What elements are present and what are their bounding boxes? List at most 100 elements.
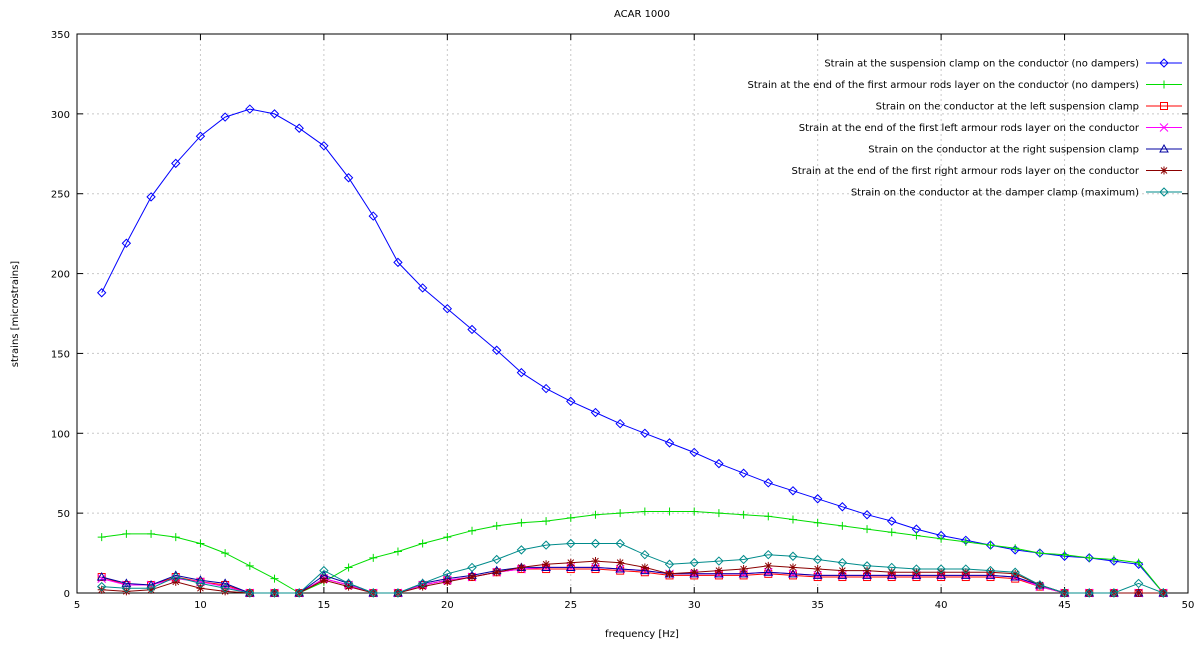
data-point [591, 557, 600, 566]
x-tick-label: 30 [688, 600, 701, 611]
data-point [565, 562, 576, 571]
data-point [616, 509, 625, 518]
data-point [443, 577, 452, 586]
data-point [1158, 588, 1169, 598]
data-point [714, 556, 724, 566]
data-point [171, 572, 181, 582]
data-point [887, 516, 897, 526]
data-point [690, 507, 699, 516]
y-tick-label: 50 [57, 509, 70, 520]
data-point [1160, 80, 1168, 89]
data-point [837, 557, 848, 568]
data-point [590, 562, 601, 571]
x-tick-label: 45 [1058, 600, 1071, 611]
data-point [1011, 569, 1020, 578]
series-line [101, 511, 1164, 594]
data-point [911, 564, 922, 574]
data-point [245, 588, 255, 598]
data-point [615, 418, 625, 429]
data-point [812, 494, 823, 504]
data-point [738, 554, 749, 565]
data-point [1159, 187, 1169, 197]
data-point [566, 558, 575, 567]
data-point [196, 539, 205, 548]
y-tick-label: 200 [51, 270, 70, 281]
data-point [1011, 544, 1020, 553]
data-point [714, 458, 724, 469]
series-7 [96, 538, 1169, 598]
legend-label: Strain on the conductor at the right sus… [868, 145, 1139, 156]
data-point [195, 578, 206, 589]
grid [77, 34, 1188, 593]
x-tick-label: 15 [318, 600, 331, 611]
series-1 [96, 104, 1169, 598]
data-point [96, 581, 107, 592]
data-point [171, 533, 180, 542]
legend-label: Strain on the conductor at the damper cl… [851, 188, 1139, 199]
x-tick-label: 35 [811, 600, 824, 611]
data-point [541, 383, 551, 394]
data-point [863, 566, 872, 575]
data-point [294, 588, 304, 598]
data-point [319, 141, 329, 151]
data-point [245, 104, 255, 114]
x-tick-label: 40 [935, 600, 948, 611]
data-point [863, 525, 872, 534]
data-point [986, 541, 995, 550]
data-point [417, 283, 428, 293]
data-point [566, 513, 575, 522]
data-point [122, 529, 131, 538]
data-point [393, 588, 403, 598]
data-point [640, 563, 649, 572]
data-point [97, 585, 106, 594]
data-point [1109, 555, 1118, 564]
data-point [665, 569, 674, 578]
axis-ticks: 5 10 15 20 25 30 35 40 45 50 0 50 100 150 200 250 300 350 [51, 30, 1194, 611]
data-point [887, 562, 897, 573]
data-point [1160, 102, 1168, 110]
legend-label: Strain at the end of the first armour ro… [748, 80, 1140, 91]
data-point [590, 538, 601, 549]
data-point [764, 561, 773, 570]
data-point [1159, 143, 1169, 153]
data-point [467, 562, 477, 573]
data-point [838, 566, 847, 575]
legend-label: Strain on the conductor at the left susp… [876, 102, 1139, 113]
data-point [887, 568, 896, 577]
data-point [516, 367, 527, 378]
legend-label: Strain at the suspension clamp on the co… [824, 59, 1139, 70]
data-point [936, 564, 946, 574]
data-point [368, 588, 378, 598]
data-point [492, 345, 502, 355]
data-point [96, 288, 107, 298]
data-point [1035, 549, 1044, 558]
data-point [171, 158, 181, 169]
data-point [812, 570, 823, 579]
data-point [985, 565, 996, 576]
data-point [813, 518, 822, 527]
data-point [640, 428, 650, 438]
data-point [912, 568, 921, 577]
data-point [270, 574, 279, 583]
x-tick-label: 20 [441, 600, 454, 611]
data-point [937, 568, 946, 577]
data-point [788, 486, 798, 496]
data-point [1085, 553, 1094, 562]
data-point [566, 396, 576, 407]
data-point [813, 565, 822, 574]
data-point [764, 512, 773, 521]
data-point [121, 578, 132, 587]
data-point [468, 573, 477, 582]
data-point [418, 582, 427, 591]
data-point [418, 539, 427, 548]
data-point [319, 565, 329, 576]
data-point [1133, 578, 1144, 589]
data-point [368, 211, 378, 221]
data-point [912, 531, 921, 540]
data-point [1010, 567, 1020, 577]
data-point [517, 563, 526, 572]
data-point [220, 583, 230, 593]
data-point [788, 563, 797, 572]
data-point [937, 534, 946, 543]
data-point [739, 565, 748, 574]
